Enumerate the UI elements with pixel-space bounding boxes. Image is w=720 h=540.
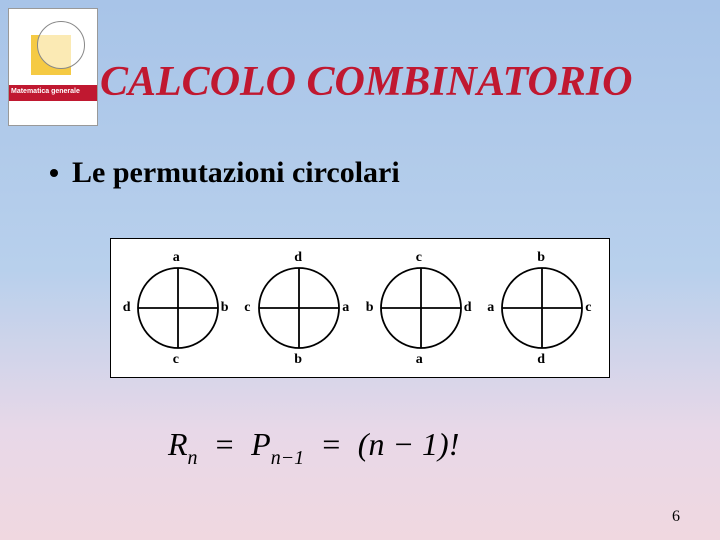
page-number: 6 — [672, 508, 680, 526]
bullet-dot-icon — [50, 169, 58, 177]
perm-circle: b d a c — [487, 248, 597, 368]
perm-label: d — [464, 300, 472, 316]
perm-label: d — [294, 250, 302, 266]
perm-label: a — [416, 352, 423, 368]
perm-label: a — [173, 250, 180, 266]
bullet-item: Le permutazioni circolari — [50, 156, 400, 190]
perm-label: c — [244, 300, 250, 316]
perm-circle: d b c a — [244, 248, 354, 368]
perm-label: b — [221, 300, 229, 316]
book-title-band: Matematica generale — [9, 85, 97, 101]
perm-label: d — [123, 300, 131, 316]
perm-label: c — [416, 250, 422, 266]
slide-title: CALCOLO COMBINATORIO — [100, 58, 633, 106]
perm-label: d — [537, 352, 545, 368]
perm-circle: a c d b — [123, 248, 233, 368]
formula: Rn = Pn−1 = (n − 1)! — [168, 426, 459, 468]
permutations-diagram: acdbdbcacabdbdac — [110, 238, 610, 378]
book-art — [27, 17, 87, 75]
perm-circle: c a b d — [366, 248, 476, 368]
book-thumbnail: Matematica generale — [8, 8, 98, 126]
perm-label: b — [537, 250, 545, 266]
perm-label: c — [585, 300, 591, 316]
perm-label: b — [366, 300, 374, 316]
perm-label: b — [294, 352, 302, 368]
perm-label: c — [173, 352, 179, 368]
perm-label: a — [487, 300, 494, 316]
perm-label: a — [342, 300, 349, 316]
bullet-text: Le permutazioni circolari — [72, 156, 400, 189]
